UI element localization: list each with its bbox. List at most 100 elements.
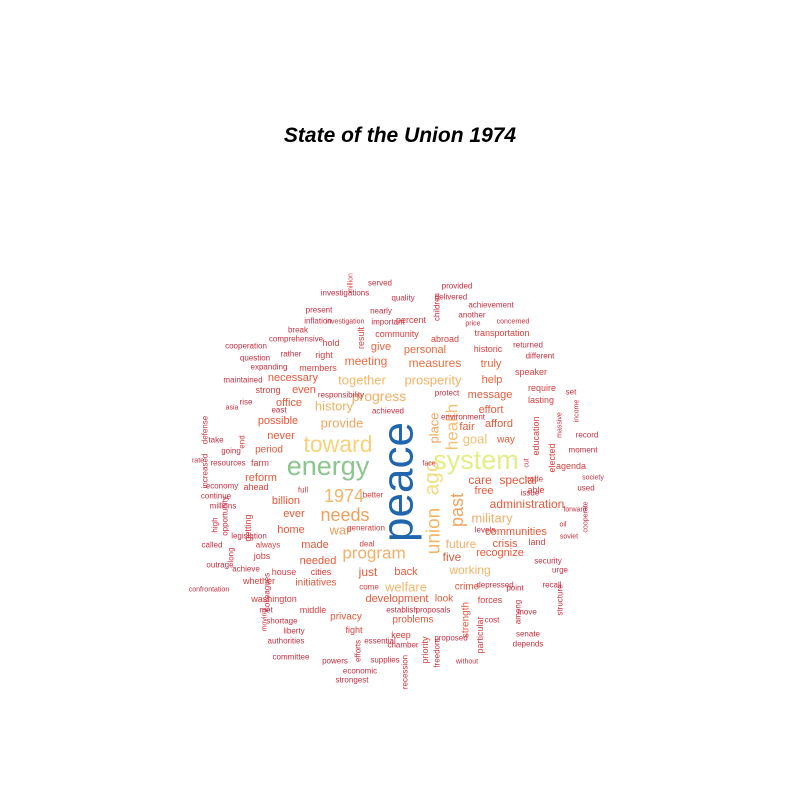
word-office: office	[276, 397, 302, 409]
word-continue: continue	[201, 492, 232, 501]
word-peace: peace	[374, 422, 423, 542]
word-opportunity: opportunity	[221, 496, 230, 536]
word-comprehensive: comprehensive	[269, 335, 324, 344]
word-provided: provided	[442, 282, 473, 291]
word-take: take	[208, 436, 224, 445]
word-ahead: ahead	[243, 482, 268, 492]
word-right: right	[315, 350, 333, 360]
word-east: east	[271, 406, 287, 415]
word-system: system	[433, 445, 519, 475]
word-move: move	[517, 608, 537, 617]
word-war: war	[329, 523, 352, 538]
word-present: present	[306, 306, 333, 315]
word-soviet: soviet	[560, 534, 578, 541]
word-effort: effort	[479, 404, 504, 416]
word-recognize: recognize	[476, 547, 524, 559]
word-working: working	[448, 563, 490, 577]
word-protect: protect	[435, 389, 460, 398]
word-five: five	[443, 550, 462, 564]
word-provide: provide	[321, 416, 364, 431]
word-measures: measures	[409, 356, 462, 370]
word-possible: possible	[258, 415, 298, 427]
word-program: program	[342, 544, 405, 563]
word-require: require	[528, 383, 556, 393]
word-priority: priority	[420, 636, 430, 664]
word-without: without	[455, 659, 478, 666]
word-special: special	[499, 473, 536, 487]
word-cities: cities	[311, 567, 332, 577]
word-moving: moving	[262, 609, 269, 632]
word-message: message	[468, 389, 513, 401]
word-efforts: efforts	[354, 640, 363, 662]
word-goal: goal	[463, 432, 488, 447]
word-important: important	[371, 318, 405, 327]
word-strength: strength	[461, 602, 472, 638]
word-jobs: jobs	[253, 551, 271, 561]
word-give: give	[371, 341, 391, 353]
word-economy: economy	[206, 482, 238, 491]
word-afford: afford	[485, 418, 513, 430]
word-quality: quality	[391, 294, 414, 303]
word-rather: rather	[281, 350, 302, 359]
word-crisis: crisis	[492, 538, 518, 550]
word-progress: progress	[352, 388, 406, 404]
word-price: price	[465, 321, 480, 328]
word-proposals: proposals	[416, 606, 451, 615]
word-senate: senate	[516, 630, 541, 639]
word-agenda: agenda	[556, 461, 586, 471]
word-cut: cut	[524, 458, 531, 467]
word-washington: washington	[250, 594, 297, 604]
word-deal: deal	[359, 540, 374, 549]
word-structure: structure	[556, 584, 565, 616]
word-1974: 1974	[324, 486, 364, 506]
word-recession: recession	[401, 655, 410, 689]
word-powers: powers	[322, 657, 348, 666]
word-end: end	[238, 435, 247, 448]
word-proposed: proposed	[434, 634, 467, 643]
word-shortage: shortage	[266, 617, 298, 626]
word-moment: moment	[569, 446, 599, 455]
word-military: military	[471, 511, 513, 526]
word-back: back	[394, 566, 418, 578]
word-particular: particular	[475, 616, 485, 653]
word-middle: middle	[300, 605, 327, 615]
word-prosperity: prosperity	[404, 373, 462, 388]
word-committee: committee	[273, 653, 310, 662]
word-served: served	[368, 279, 392, 288]
word-historic: historic	[474, 344, 503, 354]
word-history: history	[315, 399, 354, 414]
word-care: care	[468, 473, 492, 487]
word-trade: trade	[525, 475, 544, 484]
word-fight: fight	[345, 625, 363, 635]
word-defense: defense	[201, 415, 210, 444]
word-whether: whether	[242, 576, 275, 586]
word-environment: environment	[441, 413, 486, 422]
word-look: look	[435, 594, 454, 605]
word-different: different	[526, 352, 556, 361]
word-oil: oil	[559, 522, 566, 529]
word-face: face	[422, 461, 435, 468]
word-high: high	[211, 517, 220, 532]
word-meeting: meeting	[345, 354, 388, 368]
word-achieve: achieve	[232, 565, 260, 574]
word-colleagues: colleagues	[263, 573, 272, 611]
word-income: income	[574, 400, 581, 423]
word-economic: economic	[343, 667, 377, 676]
word-record: record	[576, 431, 599, 440]
word-security: security	[534, 557, 562, 566]
word-expanding: expanding	[251, 363, 288, 372]
word-transportation: transportation	[474, 328, 529, 338]
word-massive: massive	[557, 412, 564, 438]
word-made: made	[301, 539, 329, 551]
word-asia: asia	[226, 405, 239, 412]
word-supplies: supplies	[370, 656, 399, 665]
word-communities: communities	[485, 526, 547, 538]
word-reform: reform	[245, 472, 277, 484]
word-ago: ago	[421, 460, 444, 495]
word-house: house	[272, 567, 297, 577]
word-million: million	[348, 273, 355, 293]
word-essential: essential	[364, 637, 396, 646]
word-privacy: privacy	[330, 612, 362, 623]
word-help: help	[482, 374, 503, 386]
